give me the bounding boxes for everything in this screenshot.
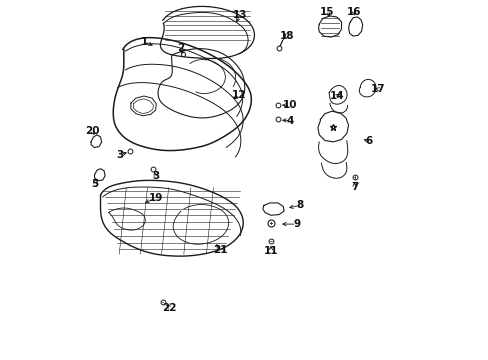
Text: 3: 3: [117, 150, 123, 159]
Text: 1: 1: [140, 37, 147, 47]
Text: 2: 2: [176, 43, 183, 53]
Text: 9: 9: [292, 219, 300, 229]
Text: 13: 13: [233, 10, 247, 20]
Text: 10: 10: [283, 100, 297, 110]
Text: 15: 15: [320, 8, 334, 17]
Text: 6: 6: [365, 136, 371, 146]
Text: 14: 14: [329, 91, 344, 101]
Text: 22: 22: [162, 303, 177, 313]
Text: 18: 18: [279, 31, 293, 41]
Text: 8: 8: [296, 201, 303, 210]
Text: 12: 12: [231, 90, 246, 100]
Text: 4: 4: [286, 116, 293, 126]
Text: 20: 20: [84, 126, 99, 136]
Text: 16: 16: [346, 8, 360, 17]
Text: 3: 3: [152, 171, 159, 181]
Text: 11: 11: [263, 246, 278, 256]
Text: 21: 21: [213, 245, 227, 255]
Text: 19: 19: [148, 193, 163, 203]
Text: 7: 7: [350, 182, 358, 192]
Text: 5: 5: [91, 179, 98, 189]
Text: 17: 17: [370, 84, 385, 94]
